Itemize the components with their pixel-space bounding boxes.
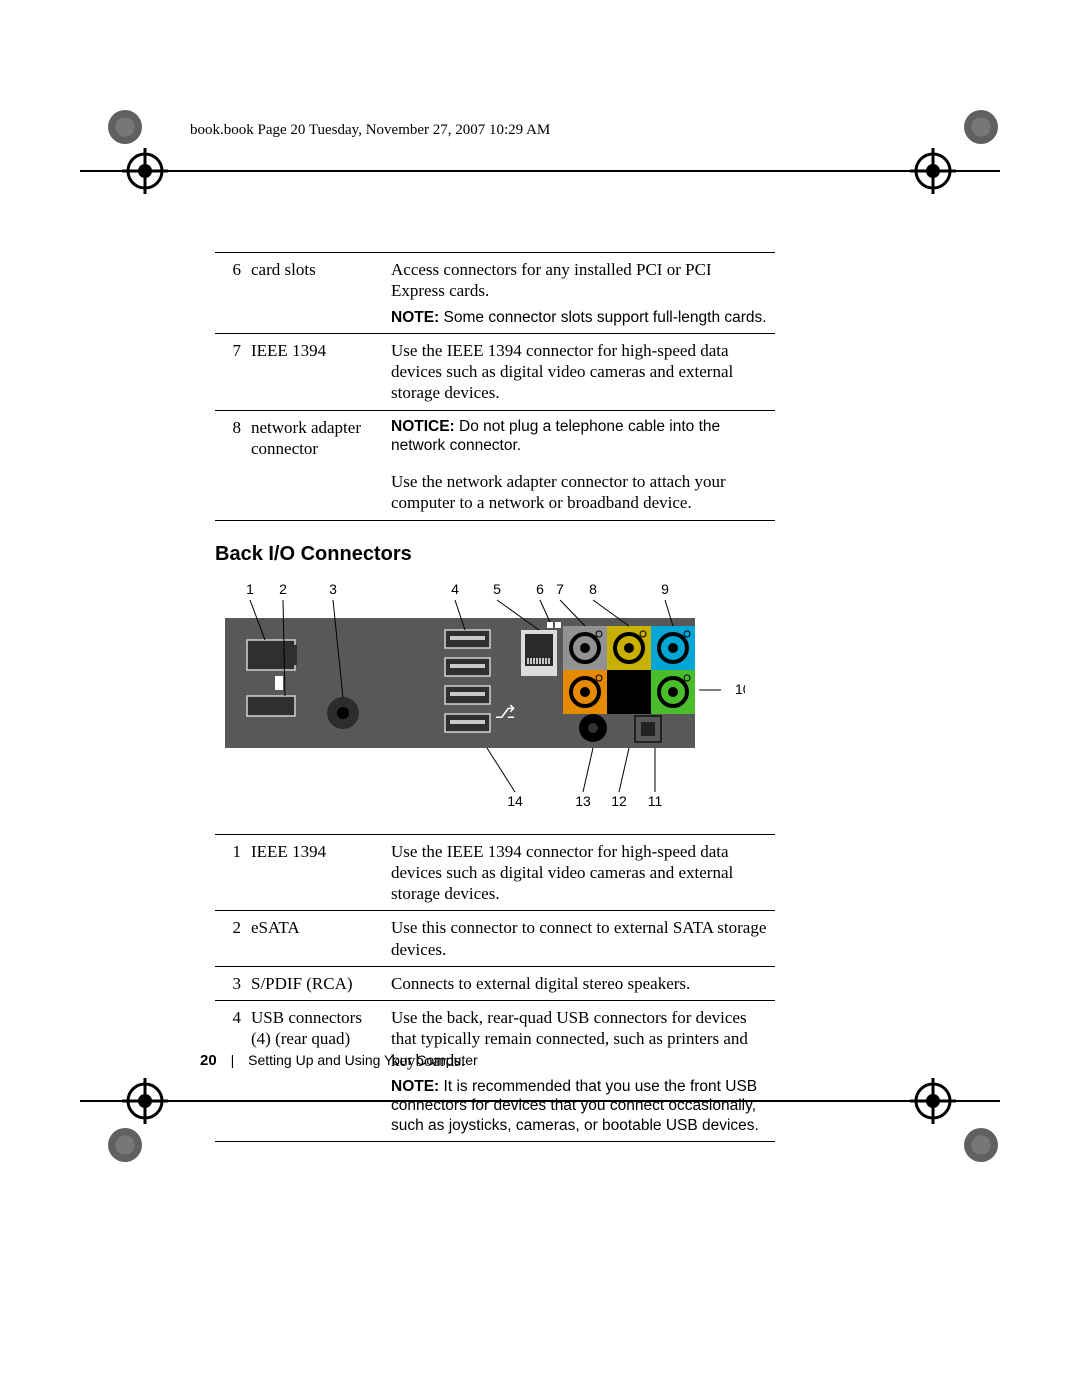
page-number: 20 — [200, 1052, 217, 1069]
page: book.book Page 20 Tuesday, November 27, … — [0, 0, 1080, 1397]
reg-mark-top-right — [910, 148, 956, 194]
table-rule-end — [215, 1142, 775, 1143]
svg-text:14: 14 — [507, 793, 523, 809]
reg-mark-bottom-right — [910, 1078, 956, 1124]
table-note-row: NOTE: Some connector slots support full-… — [215, 308, 775, 334]
crop-rule-top — [80, 170, 1000, 172]
page-footer: 20 | Setting Up and Using Your Computer — [200, 1052, 478, 1069]
row-desc: Connects to external digital stereo spea… — [391, 966, 775, 1000]
notice-label: NOTICE: — [391, 418, 459, 435]
footer-section: Setting Up and Using Your Computer — [248, 1052, 478, 1068]
footer-separator: | — [221, 1052, 245, 1068]
svg-text:12: 12 — [611, 793, 627, 809]
back-io-diagram: ⎇1234567891011121314 — [215, 580, 745, 810]
table-row: 7 IEEE 1394 Use the IEEE 1394 connector … — [215, 333, 775, 410]
row-label: eSATA — [251, 911, 391, 967]
table-row: 3 S/PDIF (RCA) Connects to external digi… — [215, 966, 775, 1000]
row-desc: Access connectors for any installed PCI … — [391, 253, 775, 308]
note-label: NOTE: — [391, 1078, 444, 1095]
svg-text:5: 5 — [493, 581, 501, 597]
table-row: 6 card slots Access connectors for any i… — [215, 253, 775, 308]
row-desc: Use the IEEE 1394 connector for high-spe… — [391, 333, 775, 410]
row-note: NOTE: It is recommended that you use the… — [391, 1077, 775, 1142]
row-desc: Use the network adapter connector to att… — [391, 465, 775, 520]
row-desc: Use the IEEE 1394 connector for high-spe… — [391, 834, 775, 911]
reg-dot-bottom-right — [964, 1128, 998, 1162]
svg-text:6: 6 — [536, 581, 544, 597]
svg-text:1: 1 — [246, 581, 254, 597]
reg-mark-bottom-left — [122, 1078, 168, 1124]
svg-text:11: 11 — [648, 793, 663, 809]
note-text: It is recommended that you use the front… — [391, 1078, 759, 1134]
row-label: S/PDIF (RCA) — [251, 966, 391, 1000]
table-note-row: NOTE: It is recommended that you use the… — [215, 1077, 775, 1142]
reg-dot-top-right — [964, 110, 998, 144]
crop-rule-bottom — [80, 1100, 1000, 1102]
table-row: 8 network adapter connector NOTICE: Do n… — [215, 410, 775, 465]
svg-text:4: 4 — [451, 581, 459, 597]
svg-text:⎇: ⎇ — [495, 702, 516, 722]
svg-text:3: 3 — [329, 581, 337, 597]
table-row: Use the network adapter connector to att… — [215, 465, 775, 520]
doc-header-text: book.book Page 20 Tuesday, November 27, … — [190, 122, 550, 139]
row-note: NOTE: Some connector slots support full-… — [391, 308, 775, 334]
row-label: card slots — [251, 253, 391, 308]
row-label: network adapter connector — [251, 410, 391, 465]
reg-dot-bottom-left — [108, 1128, 142, 1162]
row-number: 3 — [215, 966, 251, 1000]
row-desc: Use this connector to connect to externa… — [391, 911, 775, 967]
section-heading: Back I/O Connectors — [215, 543, 775, 566]
top-spec-table: 6 card slots Access connectors for any i… — [215, 252, 775, 521]
note-text: Some connector slots support full-length… — [444, 309, 767, 326]
bottom-spec-table: 1 IEEE 1394 Use the IEEE 1394 connector … — [215, 834, 775, 1142]
row-label: IEEE 1394 — [251, 834, 391, 911]
row-number: 8 — [215, 410, 251, 465]
svg-text:2: 2 — [279, 581, 287, 597]
row-notice: NOTICE: Do not plug a telephone cable in… — [391, 410, 775, 465]
note-label: NOTE: — [391, 309, 444, 326]
row-number: 6 — [215, 253, 251, 308]
svg-text:7: 7 — [556, 581, 564, 597]
table-rule-end — [215, 520, 775, 521]
content-area: 6 card slots Access connectors for any i… — [215, 252, 775, 1142]
svg-text:8: 8 — [589, 581, 597, 597]
reg-mark-top-left — [122, 148, 168, 194]
row-number: 2 — [215, 911, 251, 967]
row-number: 1 — [215, 834, 251, 911]
table-row: 1 IEEE 1394 Use the IEEE 1394 connector … — [215, 834, 775, 911]
table-row: 2 eSATA Use this connector to connect to… — [215, 911, 775, 967]
row-number: 7 — [215, 333, 251, 410]
svg-text:9: 9 — [661, 581, 669, 597]
svg-text:13: 13 — [575, 793, 591, 809]
row-label: IEEE 1394 — [251, 333, 391, 410]
svg-text:10: 10 — [735, 681, 745, 697]
reg-dot-top-left — [108, 110, 142, 144]
